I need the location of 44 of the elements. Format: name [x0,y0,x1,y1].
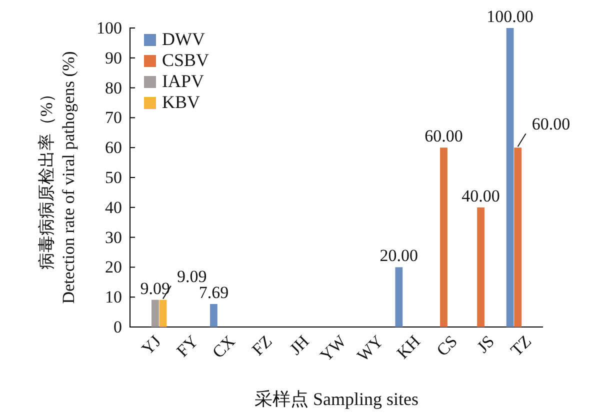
x-tick-label: FY [172,332,202,361]
x-tick-label: KH [393,332,424,363]
y-tick-label: 90 [105,48,122,68]
y-tick-label: 60 [105,138,122,158]
y-axis-title: 病毒病病原检出率（%） Detection rate of viral pathogens (%) [37,51,78,304]
y-tick-label: 0 [114,317,122,336]
bar [506,28,514,327]
data-label: 40.00 [462,186,500,206]
y-tick-label: 100 [96,18,122,38]
bar [514,148,522,327]
y-tick-label: 70 [105,108,122,128]
bar [151,300,159,327]
y-tick-label: 10 [105,288,122,307]
data-label: 60.00 [424,126,463,146]
x-tick-label: JH [286,332,313,359]
data-label: 20.00 [380,246,418,266]
x-tick-label: JS [473,332,498,357]
x-tick-label: YJ [138,331,165,359]
y-tick-label: 30 [105,228,122,247]
bar [440,148,448,327]
x-tick-label: YW [316,331,351,366]
legend-label: DWV [162,29,205,49]
x-tick-label: CS [432,332,461,360]
bar [477,207,484,327]
y-tick-label: 50 [105,168,122,187]
legend-label: CSBV [162,50,210,70]
y-tick-label: 40 [105,198,122,217]
data-label: 100.00 [486,7,534,26]
x-tick-label: WY [353,332,387,366]
x-axis-title: 采样点 Sampling sites [254,389,419,409]
x-tick-label: TZ [506,332,536,360]
x-tick-label: CX [208,332,239,362]
bar [395,267,403,327]
y-tick-label: 20 [105,258,122,277]
legend-label: IAPV [162,71,204,91]
bar [159,300,167,327]
data-label: 60.00 [532,114,570,134]
data-label: 9.09 [140,278,170,298]
x-tick-label: FZ [248,332,276,360]
data-label: 9.09 [176,266,207,286]
legend-label: KBV [162,92,200,112]
data-label: 7.69 [198,283,229,302]
y-tick-label: 80 [105,78,122,98]
bar [210,304,218,327]
